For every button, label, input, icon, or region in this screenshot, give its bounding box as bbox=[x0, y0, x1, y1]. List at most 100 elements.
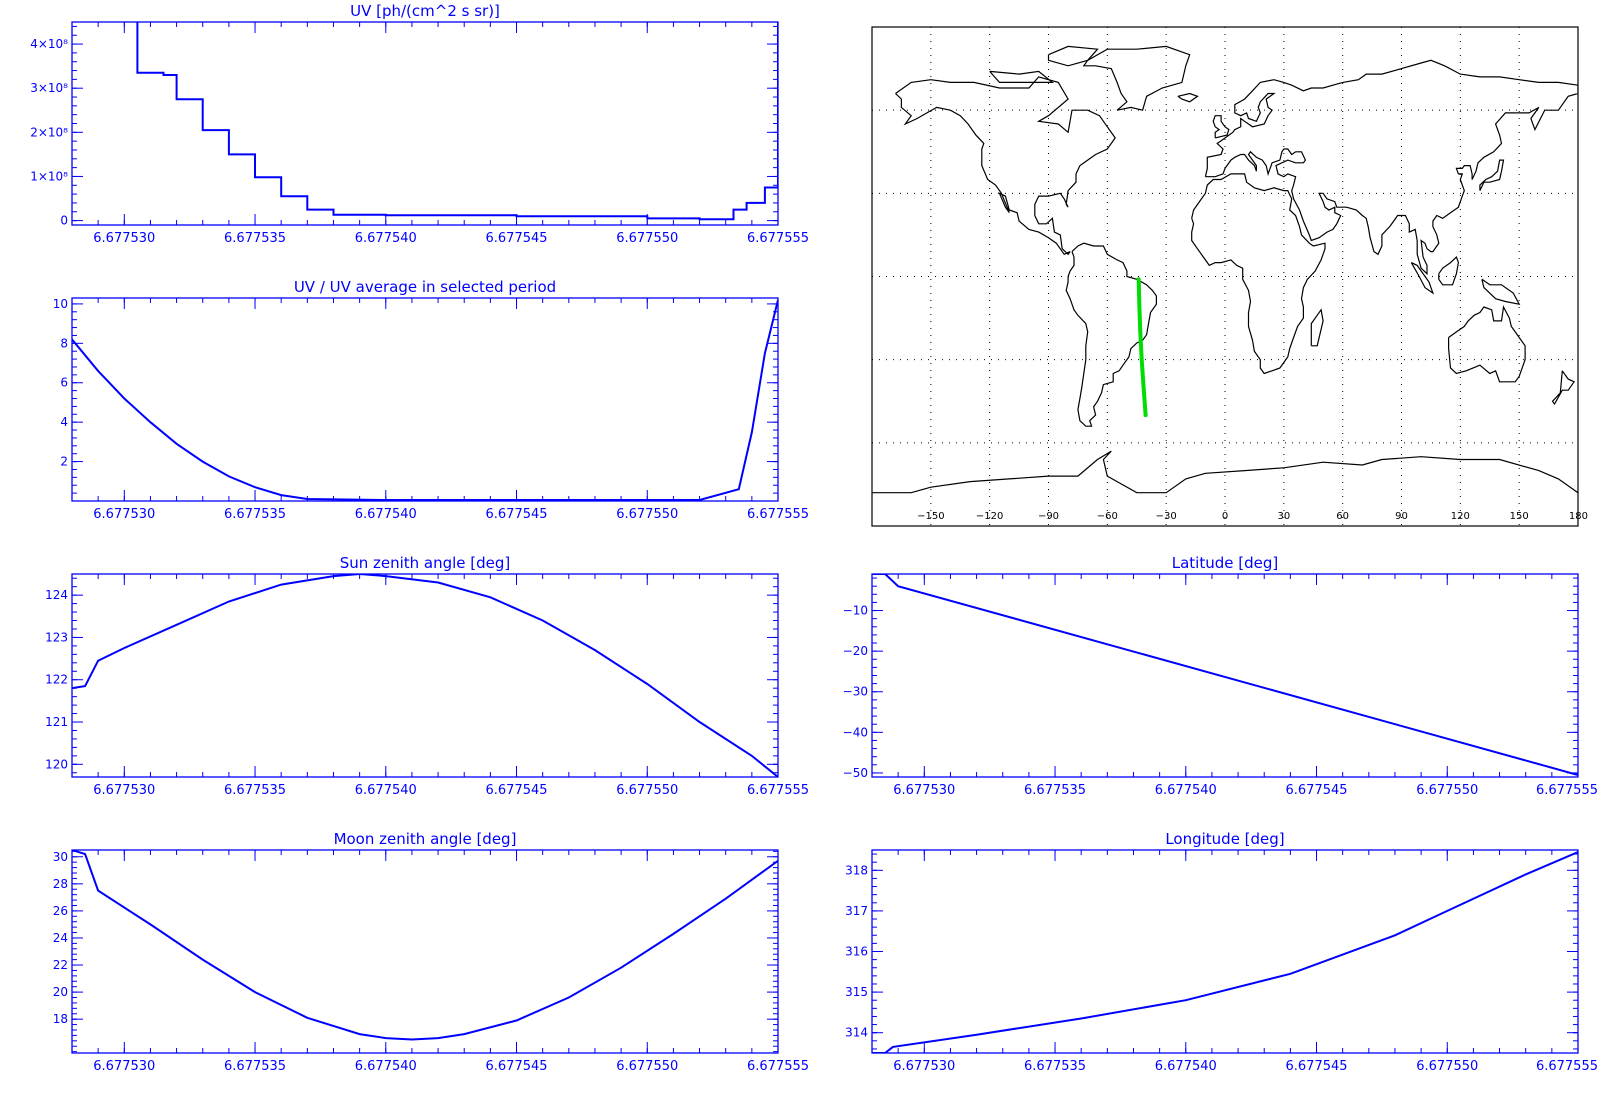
coastline bbox=[1191, 173, 1326, 375]
x-tick-label: 6.677535 bbox=[1024, 1059, 1086, 1074]
y-tick-label: 124 bbox=[45, 588, 68, 602]
chart-title: Longitude [deg] bbox=[1165, 830, 1284, 848]
coastline bbox=[1212, 115, 1230, 139]
map-lon-label: −150 bbox=[917, 511, 944, 522]
x-tick-label: 6.677530 bbox=[93, 231, 155, 246]
map-lon-label: −120 bbox=[976, 511, 1003, 522]
x-tick-label: 6.677555 bbox=[1536, 1059, 1598, 1074]
chart-latitude: Latitude [deg] 6.677530 6.677535 6.677540 6.… bbox=[843, 554, 1598, 798]
y-tick-label: 4×10⁸ bbox=[30, 37, 68, 51]
time-series-panels: UV [ph/(cm^2 s sr)] 6.677530 6.677535 6.677… bbox=[30, 2, 1598, 1074]
chart-title: Moon zenith angle [deg] bbox=[334, 830, 517, 848]
x-tick-label: 6.677555 bbox=[747, 783, 809, 798]
x-tick-label: 6.677535 bbox=[1024, 783, 1086, 798]
chart-title: UV / UV average in selected period bbox=[294, 278, 556, 296]
x-tick-label: 6.677555 bbox=[747, 231, 809, 246]
y-tick-label: −50 bbox=[843, 766, 868, 780]
chart-sun: Sun zenith angle [deg] 6.677530 6.677535 6.… bbox=[45, 554, 809, 798]
series-line bbox=[72, 850, 778, 1041]
x-tick-label: 6.677535 bbox=[224, 783, 286, 798]
y-tick-label: −10 bbox=[843, 604, 868, 618]
coastline bbox=[1481, 278, 1521, 306]
series-line bbox=[872, 574, 1578, 776]
x-tick-label: 6.677550 bbox=[1416, 783, 1478, 798]
chart-title: UV [ph/(cm^2 s sr)] bbox=[350, 2, 500, 20]
map-lon-label: 120 bbox=[1451, 511, 1470, 522]
y-tick-label: 123 bbox=[45, 630, 68, 644]
coastline bbox=[1065, 242, 1157, 427]
map-lon-label: 60 bbox=[1336, 511, 1349, 522]
coastline bbox=[1204, 59, 1578, 276]
map-lon-label: 30 bbox=[1277, 511, 1290, 522]
y-tick-label: 18 bbox=[53, 1012, 68, 1026]
y-tick-label: 317 bbox=[845, 904, 868, 918]
x-tick-label: 6.677540 bbox=[355, 507, 417, 522]
plot-frame bbox=[71, 297, 779, 502]
coastline bbox=[1177, 92, 1199, 103]
x-tick-label: 6.677540 bbox=[355, 1059, 417, 1074]
chart-moon: Moon zenith angle [deg] 6.677530 6.677535 6… bbox=[53, 830, 809, 1074]
y-tick-label: −20 bbox=[843, 644, 868, 658]
y-tick-label: −40 bbox=[843, 725, 868, 739]
x-tick-label: 6.677545 bbox=[486, 783, 548, 798]
coastline bbox=[1310, 308, 1324, 347]
y-tick-label: 10 bbox=[53, 297, 68, 311]
y-tick-label: 20 bbox=[53, 985, 68, 999]
y-tick-label: 0 bbox=[60, 214, 68, 228]
chart-title: Sun zenith angle [deg] bbox=[340, 554, 511, 572]
y-tick-label: 122 bbox=[45, 673, 68, 687]
x-tick-label: 6.677555 bbox=[1536, 783, 1598, 798]
map-lon-label: 150 bbox=[1510, 511, 1529, 522]
coastline bbox=[1448, 305, 1526, 383]
y-tick-label: 22 bbox=[53, 958, 68, 972]
x-tick-label: 6.677535 bbox=[224, 231, 286, 246]
x-tick-label: 6.677550 bbox=[616, 231, 678, 246]
x-tick-label: 6.677550 bbox=[616, 507, 678, 522]
y-tick-label: 8 bbox=[60, 336, 68, 350]
y-tick-label: 3×10⁸ bbox=[30, 81, 68, 95]
map-lon-label: 90 bbox=[1395, 511, 1408, 522]
chart-title: Latitude [deg] bbox=[1172, 554, 1278, 572]
y-tick-label: 315 bbox=[845, 985, 868, 999]
y-tick-label: 26 bbox=[53, 904, 68, 918]
map-lon-label: −30 bbox=[1156, 511, 1177, 522]
x-tick-label: 6.677545 bbox=[486, 507, 548, 522]
x-tick-label: 6.677530 bbox=[93, 1059, 155, 1074]
y-tick-label: 1×10⁸ bbox=[30, 169, 68, 183]
coastline bbox=[989, 70, 1055, 83]
coastline bbox=[1551, 370, 1576, 406]
y-tick-label: 316 bbox=[845, 945, 868, 959]
coastline bbox=[1479, 159, 1505, 191]
map-lon-label: 0 bbox=[1222, 511, 1228, 522]
map-lon-label: 180 bbox=[1569, 511, 1588, 522]
map-frame bbox=[871, 26, 1579, 527]
y-tick-label: 24 bbox=[53, 931, 68, 945]
y-tick-label: 2×10⁸ bbox=[30, 125, 68, 139]
coastline bbox=[1410, 262, 1435, 295]
y-tick-label: 4 bbox=[60, 415, 68, 429]
map-lon-label: −90 bbox=[1038, 511, 1059, 522]
x-tick-label: 6.677540 bbox=[355, 231, 417, 246]
y-tick-label: 318 bbox=[845, 863, 868, 877]
coastline bbox=[872, 450, 1578, 494]
series-line bbox=[72, 574, 778, 777]
world-map-panel: −150 −120 −90 −60 −30 0 30 60 90 120 150 180 bbox=[871, 26, 1588, 527]
y-tick-label: 120 bbox=[45, 757, 68, 771]
x-tick-label: 6.677535 bbox=[224, 507, 286, 522]
series-line bbox=[72, 299, 778, 501]
coastline bbox=[895, 76, 1116, 256]
x-tick-label: 6.677545 bbox=[1286, 783, 1348, 798]
plot-frame bbox=[71, 573, 779, 778]
x-tick-label: 6.677545 bbox=[486, 231, 548, 246]
series-line bbox=[136, 22, 778, 221]
y-tick-label: 121 bbox=[45, 715, 68, 729]
coastline bbox=[1047, 45, 1099, 67]
x-tick-label: 6.677530 bbox=[93, 783, 155, 798]
y-tick-label: 28 bbox=[53, 877, 68, 891]
y-tick-label: 2 bbox=[60, 455, 68, 469]
x-tick-label: 6.677550 bbox=[616, 1059, 678, 1074]
x-tick-label: 6.677530 bbox=[93, 507, 155, 522]
x-tick-label: 6.677555 bbox=[747, 1059, 809, 1074]
series-line bbox=[872, 851, 1578, 1053]
